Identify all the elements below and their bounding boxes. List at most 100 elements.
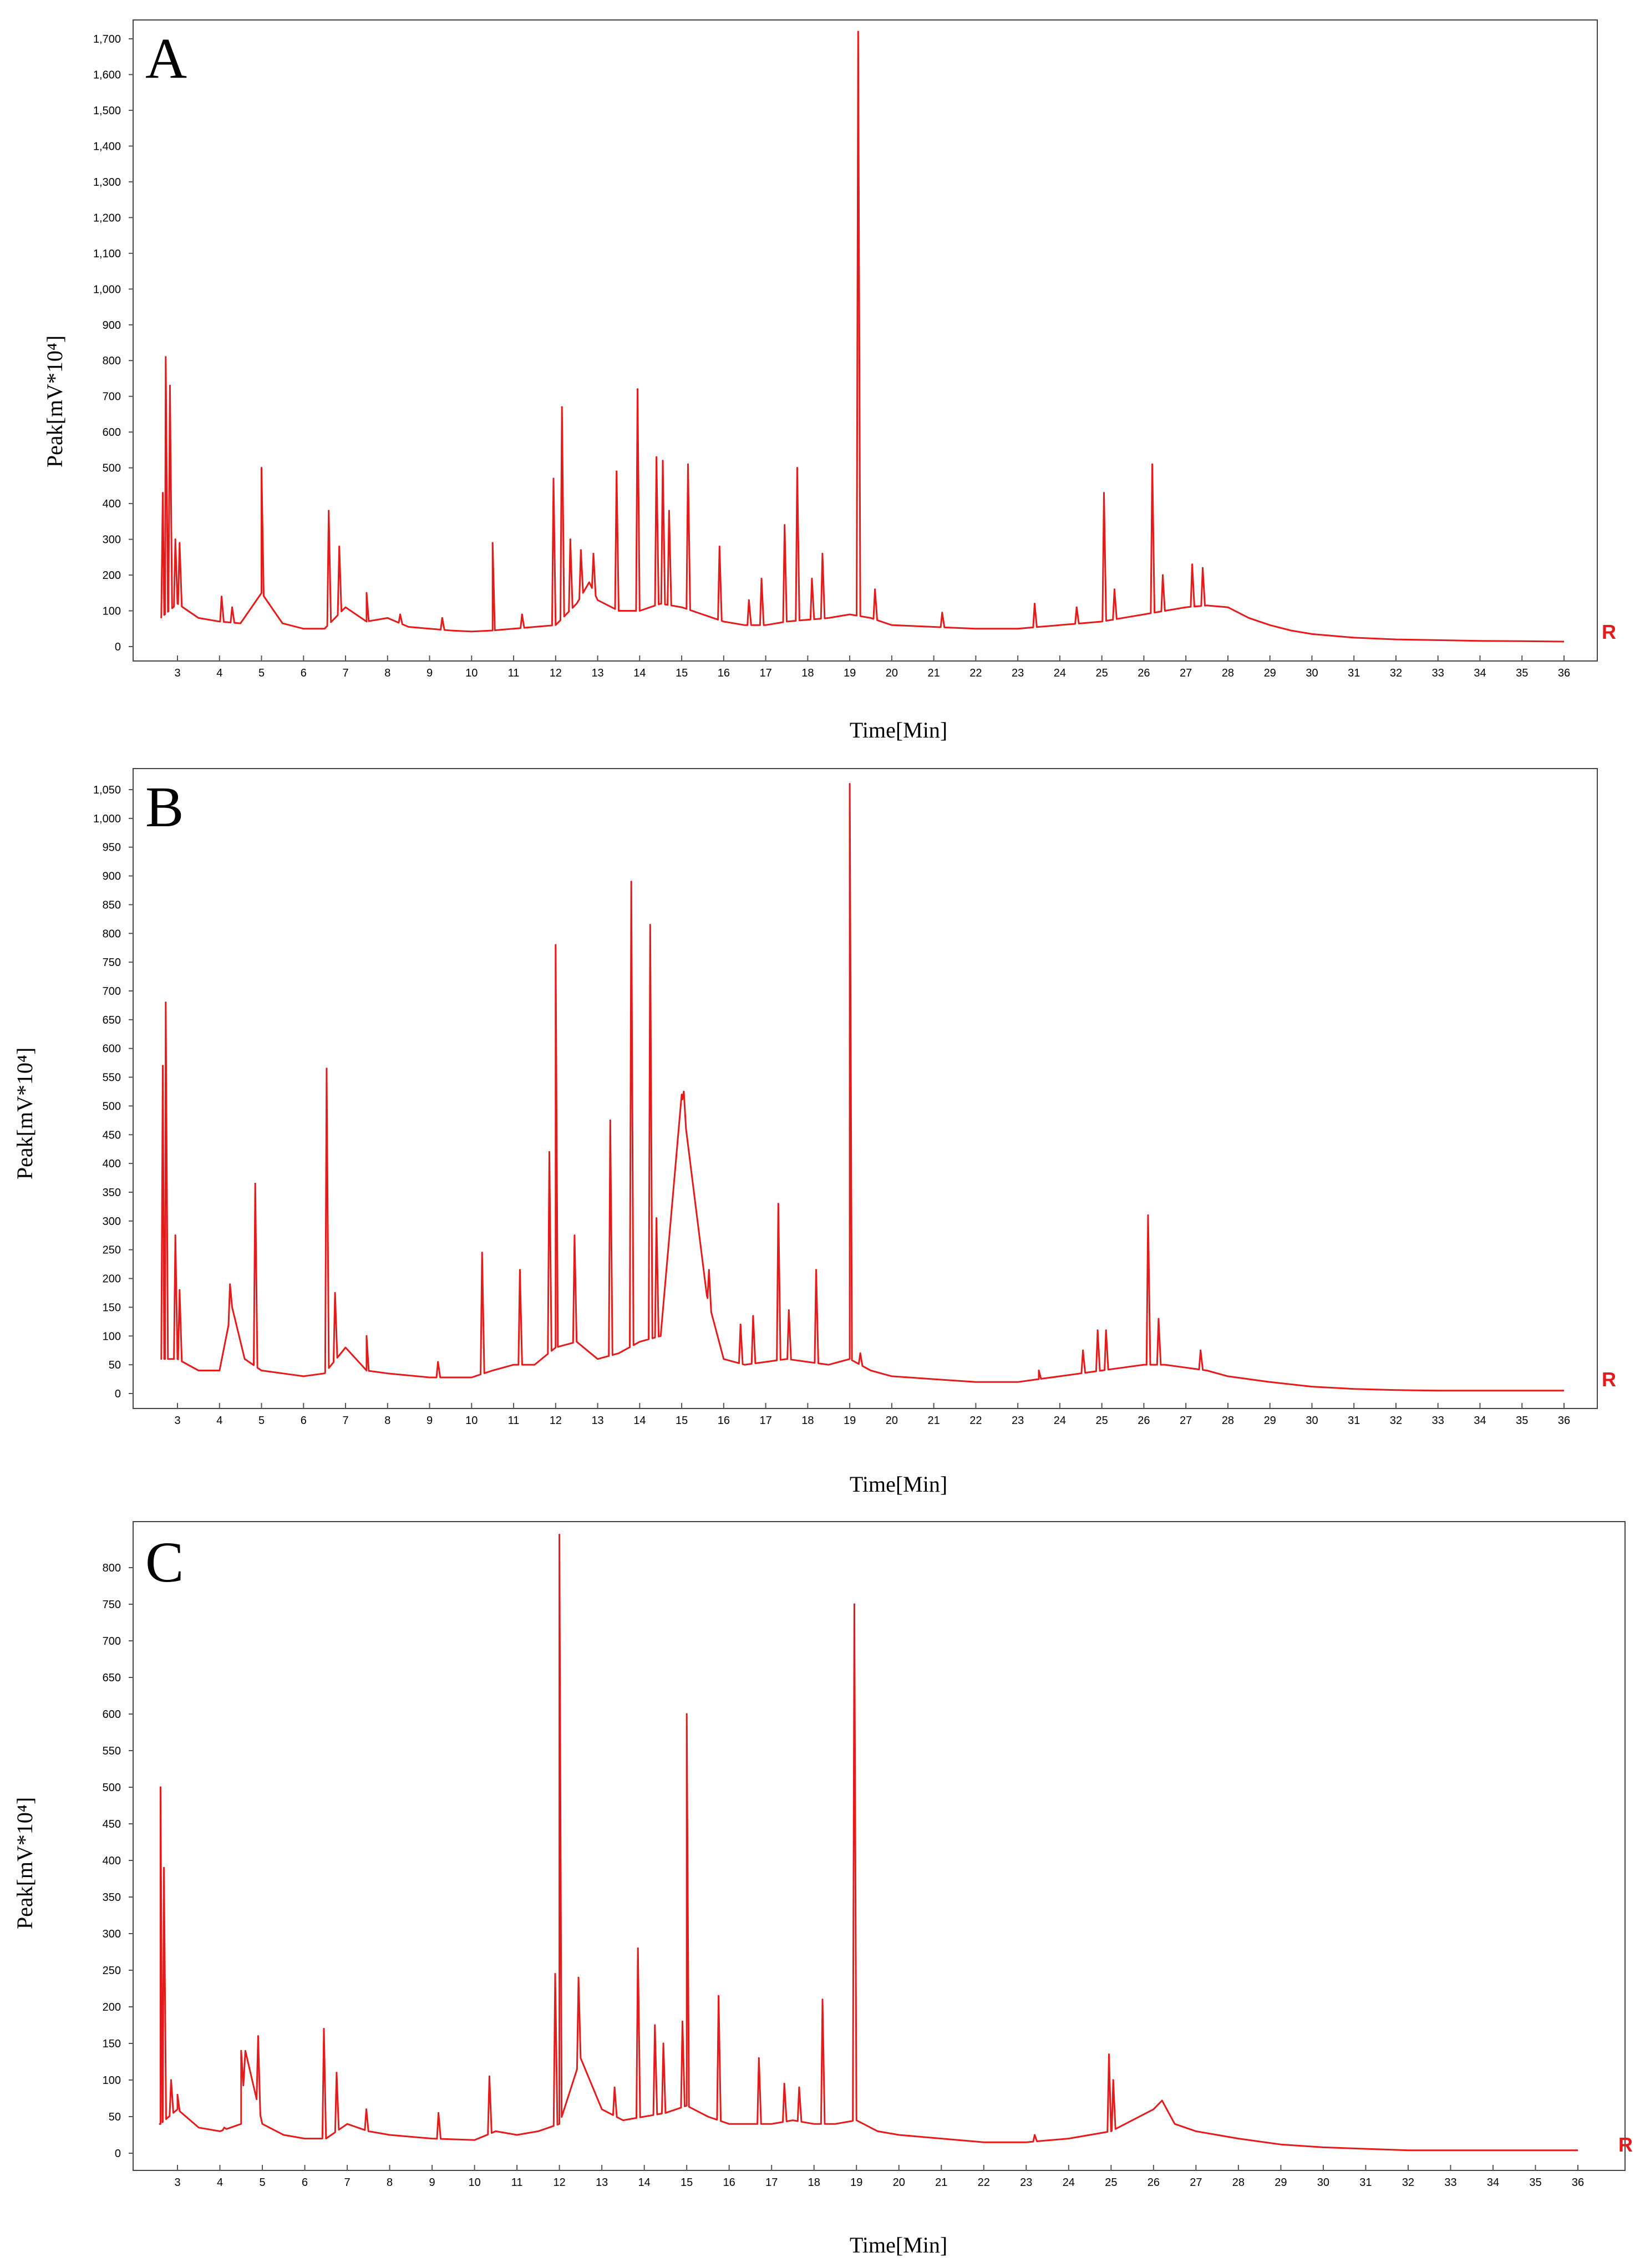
x-tick-label: 20: [886, 667, 898, 679]
x-tick-label: 6: [301, 667, 307, 679]
panel-label: A: [145, 27, 187, 90]
peak-point: [170, 2079, 172, 2081]
peak-point: [179, 1289, 181, 1291]
peak-point: [336, 2072, 338, 2074]
peak-point: [815, 1269, 818, 1271]
x-tick-label: 16: [718, 1415, 730, 1427]
y-tick-label: 0: [115, 1388, 121, 1400]
peak-point: [758, 2057, 760, 2059]
x-tick-label: 11: [508, 1415, 520, 1427]
x-tick-label: 19: [844, 1415, 856, 1427]
y-tick-label: 1,200: [93, 212, 121, 224]
x-tick-label: 29: [1264, 667, 1276, 679]
y-ticks: 0 50 100 150 200 250 300 350 400 450 500 550 600 650 7…: [93, 784, 133, 1400]
peak-point: [326, 1067, 328, 1070]
series-line: [160, 30, 1565, 643]
x-tick-label: 28: [1232, 2177, 1245, 2189]
x-tick-label: 24: [1054, 667, 1066, 679]
peak-point: [437, 1361, 439, 1363]
peak-point: [739, 1324, 742, 1326]
peak-point: [165, 1001, 167, 1004]
peak-point: [554, 1973, 556, 1975]
y-tick-label: 400: [103, 1158, 121, 1170]
x-tick-label: 18: [808, 2177, 820, 2189]
y-tick-label: 200: [103, 1273, 121, 1285]
peak-point: [668, 510, 670, 512]
x-tick-label: 14: [638, 2177, 651, 2189]
x-tick-label: 28: [1222, 1415, 1234, 1427]
peak-point: [1082, 1349, 1084, 1351]
x-tick-label: 23: [1020, 2177, 1032, 2189]
y-tick-label: 1,300: [93, 176, 121, 189]
peak-point: [1201, 567, 1204, 569]
peak-point: [662, 2042, 664, 2045]
peak-point: [169, 384, 171, 387]
peak-point: [365, 592, 368, 594]
x-tick-label: 36: [1558, 1415, 1570, 1427]
x-axis-title: Time[Min]: [850, 1472, 947, 1497]
peak-point: [231, 606, 233, 608]
peak-point: [569, 538, 571, 541]
x-tick-label: 27: [1180, 667, 1192, 679]
panel-label: B: [145, 775, 184, 839]
x-tick-label: 5: [258, 1415, 265, 1427]
y-tick-label: 250: [103, 1244, 121, 1257]
peak-point: [229, 1283, 231, 1285]
peak-point: [240, 2050, 242, 2052]
peak-point: [399, 613, 402, 616]
peak-point: [1147, 1214, 1149, 1216]
peak-point: [1157, 1318, 1160, 1320]
x-tick-label: 23: [1012, 667, 1024, 679]
peak-point: [555, 944, 557, 946]
y-tick-label: 200: [103, 569, 121, 582]
y-tick-label: 900: [103, 871, 121, 883]
y-tick-label: 500: [103, 462, 121, 475]
x-tick-label: 3: [174, 2177, 180, 2189]
peak-point: [1113, 588, 1115, 591]
x-tick-label: 11: [508, 667, 520, 679]
peak-point: [784, 524, 786, 526]
peak-point: [630, 881, 632, 883]
peak-point: [491, 542, 494, 544]
x-tick-label: 14: [633, 667, 646, 679]
x-tick-label: 31: [1348, 667, 1360, 679]
x-tick-label: 26: [1148, 2177, 1160, 2189]
peak-point: [637, 1947, 639, 1949]
x-axis-title: Time[Min]: [850, 2233, 947, 2257]
x-tick-label: 21: [928, 1415, 940, 1427]
x-tick-label: 26: [1138, 1415, 1150, 1427]
peak-point: [1034, 2134, 1036, 2136]
peak-point: [179, 542, 181, 544]
peak-point: [752, 1315, 754, 1317]
x-axis-title: Time[Min]: [850, 718, 947, 743]
plot-frame: [133, 768, 1598, 1409]
x-tick-label: 6: [301, 1415, 307, 1427]
baseline-marker: R: [1618, 2133, 1633, 2156]
y-tick-label: 700: [103, 391, 121, 403]
y-tick-label: 150: [103, 2038, 121, 2050]
peak-point: [261, 467, 263, 469]
x-tick-label: 17: [765, 2177, 778, 2189]
x-tick-label: 32: [1402, 2177, 1414, 2189]
x-tick-label: 4: [216, 1415, 222, 1427]
peak-point: [849, 783, 851, 785]
peak-point: [573, 1234, 576, 1237]
peak-point: [592, 552, 595, 555]
y-tick-label: 450: [103, 1818, 121, 1830]
peak-point: [223, 2127, 225, 2129]
x-tick-label: 12: [554, 2177, 566, 2189]
x-tick-label: 10: [465, 1415, 478, 1427]
x-tick-label: 26: [1138, 667, 1150, 679]
peak-point: [637, 388, 639, 390]
y-tick-label: 600: [103, 1708, 121, 1721]
x-tick-label: 3: [174, 667, 180, 679]
x-tick-label: 13: [596, 2177, 608, 2189]
baseline-marker: R: [1602, 1368, 1616, 1391]
x-tick-label: 8: [384, 1415, 390, 1427]
x-tick-label: 11: [511, 2177, 523, 2189]
y-tick-label: 600: [103, 426, 121, 439]
peak-point: [328, 510, 330, 512]
x-tick-label: 15: [676, 1415, 688, 1427]
peak-point: [552, 477, 555, 480]
peak-point: [788, 1309, 790, 1311]
